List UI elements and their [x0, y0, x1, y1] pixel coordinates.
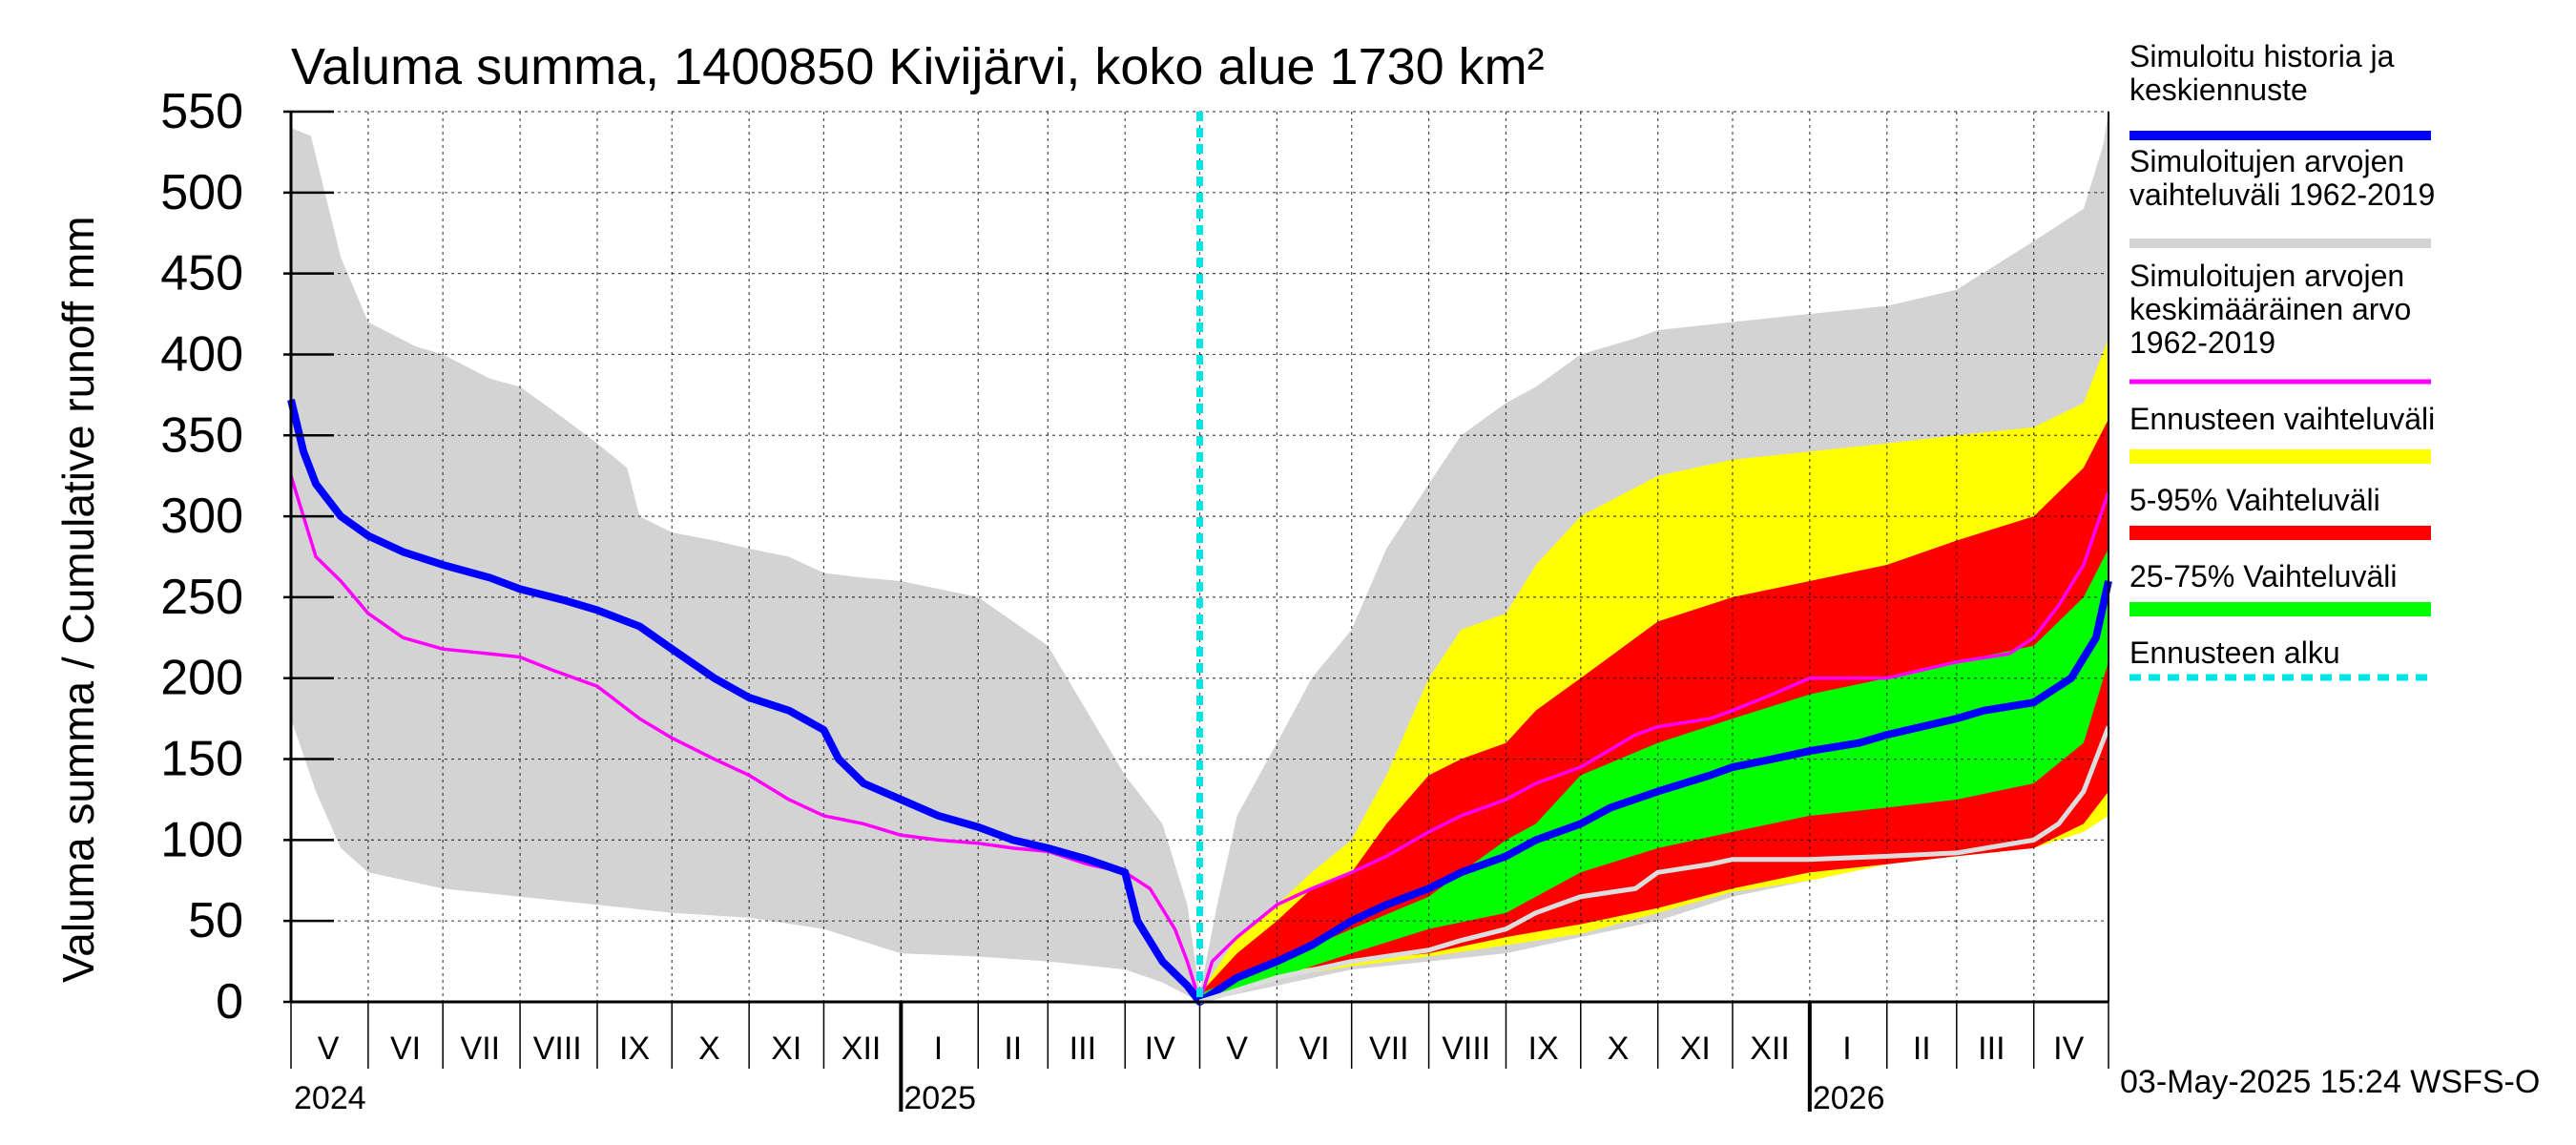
month-label-8: I [934, 1030, 943, 1067]
band-area-3 [1199, 549, 2109, 1002]
lines-layer [287, 112, 2112, 1006]
y-tick-label-4: 200 [160, 651, 243, 706]
legend-label-1-1: vaihteluväli 1962-2019 [2129, 177, 2435, 212]
y-tick-label-7: 350 [160, 407, 243, 463]
y-tick-label-6: 300 [160, 489, 243, 544]
legend-label-5-0: 25-75% Vaihteluväli [2129, 559, 2397, 593]
month-label-22: III [1978, 1030, 2005, 1067]
legend-label-0-1: keskiennuste [2129, 73, 2308, 107]
legend-swatch-3 [2129, 449, 2431, 464]
year-label-1: 2025 [904, 1080, 976, 1116]
month-label-3: VIII [533, 1030, 582, 1067]
footer-timestamp: 03-May-2025 15:24 WSFS-O [2120, 1064, 2540, 1100]
series-line-0 [289, 475, 2110, 1004]
month-label-15: VIII [1442, 1030, 1490, 1067]
year-label-2: 2026 [1813, 1080, 1885, 1116]
month-label-11: IV [1145, 1030, 1175, 1067]
month-label-13: VI [1298, 1030, 1329, 1067]
month-label-6: XI [771, 1030, 801, 1067]
month-label-4: IX [619, 1030, 650, 1067]
y-tick-label-11: 550 [160, 84, 243, 139]
month-label-17: X [1608, 1030, 1630, 1067]
legend-label-2-1: keskimääräinen arvo [2129, 292, 2411, 326]
legend-swatch-5 [2129, 602, 2431, 616]
y-tick-label-0: 0 [216, 974, 243, 1030]
month-label-10: III [1070, 1030, 1096, 1067]
month-label-20: I [1842, 1030, 1851, 1067]
month-label-23: IV [2053, 1030, 2084, 1067]
legend-label-6-0: Ennusteen alku [2129, 635, 2340, 670]
month-label-16: IX [1528, 1030, 1559, 1067]
series-line-1 [287, 399, 2112, 1006]
legend-label-1-0: Simuloitujen arvojen [2129, 144, 2404, 178]
y-tick-label-10: 500 [160, 165, 243, 220]
month-label-0: V [318, 1030, 340, 1067]
grid-layer [291, 111, 2109, 1002]
legend-label-2-0: Simuloitujen arvojen [2129, 259, 2404, 293]
legend-label-2-2: 1962-2019 [2129, 325, 2275, 360]
month-label-1: VI [390, 1030, 421, 1067]
y-tick-label-1: 50 [188, 893, 243, 948]
month-label-19: XII [1750, 1030, 1790, 1067]
series-line-2 [1198, 725, 2111, 1005]
month-label-21: II [1913, 1030, 1931, 1067]
month-label-9: II [1004, 1030, 1022, 1067]
chart-title: Valuma summa, 1400850 Kivijärvi, koko al… [291, 38, 1545, 95]
month-label-2: VII [461, 1030, 501, 1067]
month-label-5: X [698, 1030, 720, 1067]
year-label-0: 2024 [294, 1080, 366, 1116]
y-tick-label-8: 400 [160, 326, 243, 382]
legend-label-3-0: Ennusteen vaihteluväli [2129, 402, 2435, 436]
y-tick-label-5: 250 [160, 570, 243, 625]
legend-swatch-4 [2129, 526, 2431, 540]
y-tick-label-3: 150 [160, 732, 243, 787]
y-axis-label: Valuma summa / Cumulative runoff mm [53, 216, 103, 983]
legend-label-4-0: 5-95% Vaihteluväli [2129, 483, 2380, 517]
month-label-12: V [1226, 1030, 1248, 1067]
legend-label-0-0: Simuloitu historia ja [2129, 39, 2395, 73]
month-label-14: VII [1369, 1030, 1409, 1067]
y-tick-label-9: 450 [160, 246, 243, 302]
y-tick-label-2: 100 [160, 812, 243, 867]
month-label-18: XI [1680, 1030, 1711, 1067]
month-label-7: XII [841, 1030, 882, 1067]
